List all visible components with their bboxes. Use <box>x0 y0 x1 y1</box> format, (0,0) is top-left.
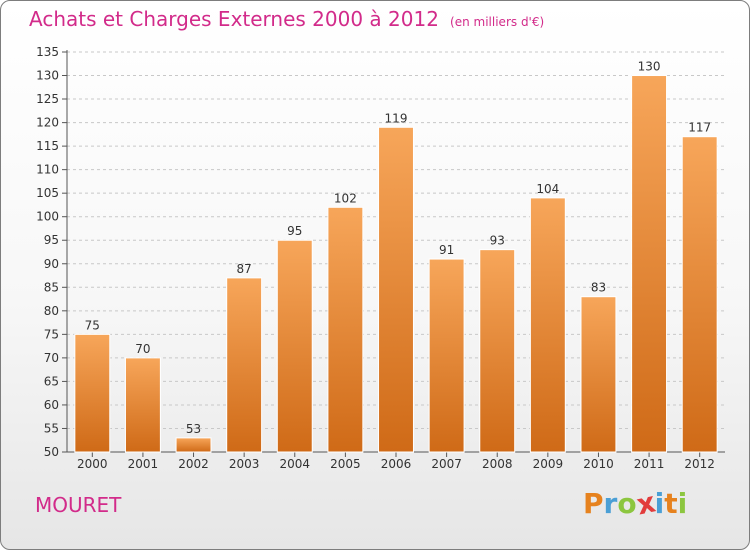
y-tick-label: 105 <box>36 186 59 200</box>
bar-value-label: 83 <box>591 281 606 295</box>
x-tick-label: 2009 <box>533 457 564 471</box>
y-tick-label: 75 <box>44 327 59 341</box>
bar <box>378 126 414 453</box>
x-tick-label: 2005 <box>330 457 361 471</box>
x-tick-label: 2004 <box>279 457 310 471</box>
bar-value-label: 130 <box>638 60 661 74</box>
logo-letter: o <box>617 487 637 520</box>
y-tick-label: 130 <box>36 69 59 83</box>
bars <box>74 75 718 453</box>
axes: 50 55 60 65 70 75 80 85 90 95 100 105 110 115 120 125 13… <box>36 45 725 471</box>
bar <box>631 75 668 453</box>
bar <box>175 437 212 453</box>
bar-value-label: 70 <box>135 342 150 356</box>
y-tick-label: 100 <box>36 210 59 224</box>
chart-title-main: Achats et Charges Externes 2000 à 2012 <box>29 7 439 31</box>
x-tick-label: 2002 <box>178 457 209 471</box>
y-tick-label: 115 <box>36 139 59 153</box>
bar-value-label: 93 <box>490 234 505 248</box>
y-tick-label: 135 <box>36 45 59 59</box>
y-tick-label: 80 <box>44 304 59 318</box>
logo-letter: t <box>664 487 678 520</box>
data-labels: 75 70 53 87 95 102 119 91 93 104 83 130 117 <box>85 60 711 436</box>
bar-value-label: 87 <box>237 262 252 276</box>
chart-title-unit: (en milliers d'€) <box>450 15 545 29</box>
x-tick-label: 2011 <box>634 457 665 471</box>
y-tick-label: 95 <box>44 233 59 247</box>
bar <box>580 296 617 453</box>
y-tick-label: 125 <box>36 92 59 106</box>
y-tick-label: 65 <box>44 374 59 388</box>
logo-letter: P <box>583 487 604 520</box>
bar-value-label: 104 <box>536 182 559 196</box>
bar <box>428 258 465 453</box>
y-tick-label: 60 <box>44 398 59 412</box>
bar-chart: 50 55 60 65 70 75 80 85 90 95 100 105 110 115 120 125 13… <box>36 45 725 471</box>
bar <box>529 197 566 453</box>
bar-value-label: 53 <box>186 422 201 436</box>
x-tick-label: 2012 <box>684 457 715 471</box>
x-tick-label: 2003 <box>229 457 260 471</box>
y-tick-label: 120 <box>36 116 59 130</box>
x-tick-label: 2001 <box>128 457 159 471</box>
x-tick-label: 2010 <box>583 457 614 471</box>
commune-name: MOURET <box>35 493 122 517</box>
bar <box>479 249 516 453</box>
bar <box>226 277 263 453</box>
x-tick-label: 2006 <box>381 457 412 471</box>
x-tick-label: 2000 <box>77 457 108 471</box>
y-tick-label: 90 <box>44 257 59 271</box>
bar-value-label: 117 <box>688 121 711 135</box>
bar-value-label: 102 <box>334 191 357 205</box>
logo-letter: i <box>654 487 665 520</box>
logo-letter: r <box>603 487 618 520</box>
y-tick-label: 55 <box>44 421 59 435</box>
y-tick-label: 70 <box>44 351 59 365</box>
bar <box>276 239 313 453</box>
y-tick-label: 85 <box>44 280 59 294</box>
bar <box>74 333 111 453</box>
bar <box>327 206 364 453</box>
bar <box>681 136 718 453</box>
bar <box>124 357 161 453</box>
x-tick-label: 2008 <box>482 457 513 471</box>
y-tick-label: 110 <box>36 163 59 177</box>
bar-value-label: 91 <box>439 243 454 257</box>
bar-value-label: 75 <box>85 318 100 332</box>
bar-value-label: 119 <box>385 111 408 125</box>
logo-letter: i <box>677 487 688 520</box>
proxiti-logo[interactable]: Proxiti <box>583 485 688 521</box>
x-tick-label: 2007 <box>431 457 462 471</box>
y-tick-label: 50 <box>44 445 59 459</box>
chart-title: Achats et Charges Externes 2000 à 2012 (… <box>29 7 544 31</box>
bar-value-label: 95 <box>287 224 302 238</box>
